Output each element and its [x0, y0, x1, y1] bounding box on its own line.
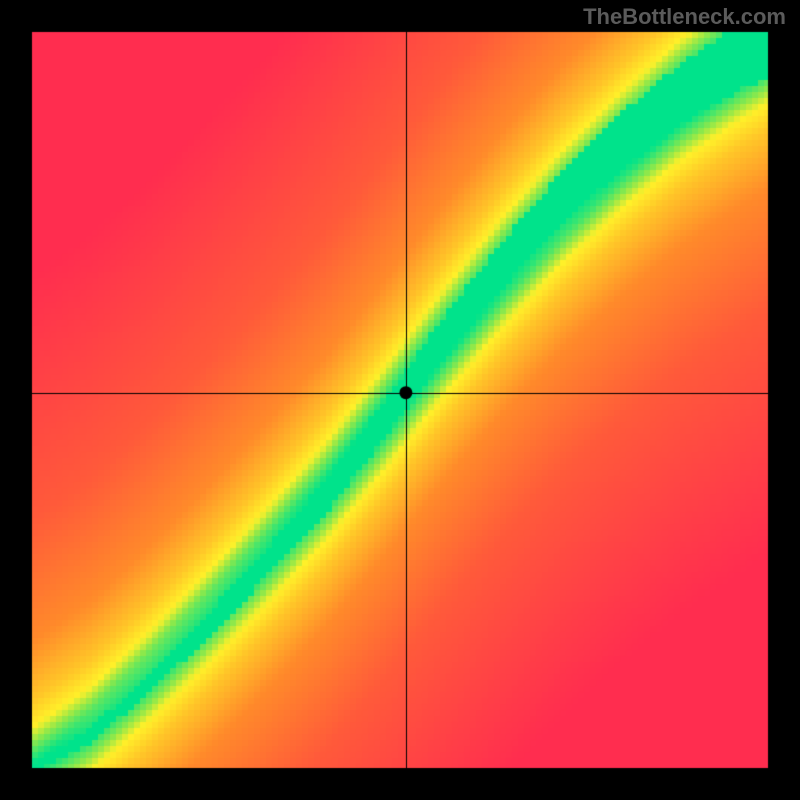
chart-container: TheBottleneck.com [0, 0, 800, 800]
watermark-text: TheBottleneck.com [583, 4, 786, 30]
bottleneck-heatmap-canvas [0, 0, 800, 800]
